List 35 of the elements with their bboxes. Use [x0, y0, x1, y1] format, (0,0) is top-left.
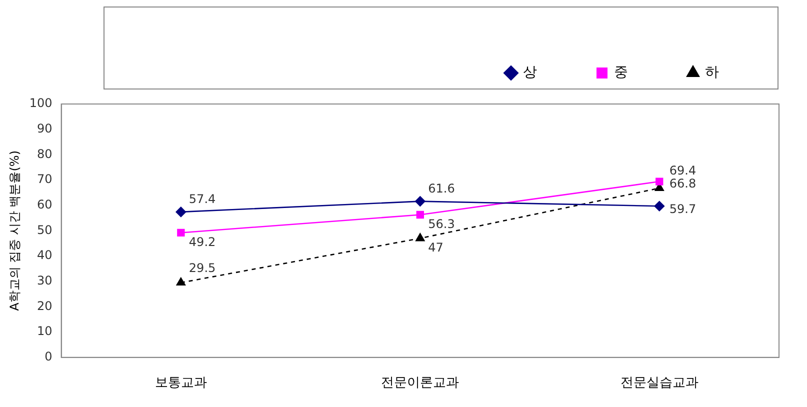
y-tick-label: 50 — [37, 222, 52, 237]
data-label: 57.4 — [188, 192, 216, 206]
y-tick-label: 20 — [37, 298, 52, 313]
data-label: 61.6 — [428, 181, 455, 196]
legend-label: 중 — [614, 64, 628, 81]
y-tick-label: 0 — [44, 350, 52, 364]
y-axis-title: A학교의 집중 시간 백분율(%) — [7, 150, 22, 311]
legend-label: 하 — [705, 64, 719, 81]
point — [654, 200, 665, 212]
data-label: 47 — [428, 240, 444, 254]
point — [416, 210, 424, 219]
point — [656, 178, 664, 186]
point — [176, 277, 186, 286]
data-label: 49.2 — [188, 234, 216, 249]
data-label: 66.8 — [669, 176, 696, 190]
legend-label: 상 — [523, 64, 537, 81]
y-tick-label: 100 — [29, 96, 52, 110]
point — [177, 228, 185, 237]
x-tick-label: 보통교과 — [154, 376, 207, 391]
data-label: 29.5 — [188, 260, 216, 275]
point — [416, 233, 425, 242]
y-tick-label: 80 — [37, 146, 52, 161]
data-label: 59.7 — [669, 202, 696, 216]
point — [176, 206, 186, 218]
y-tick-label: 10 — [37, 324, 52, 338]
point — [415, 196, 426, 206]
data-label: 69.4 — [669, 164, 696, 178]
y-tick-label: 60 — [37, 197, 52, 212]
y-tick-label: 90 — [37, 121, 52, 136]
x-tick-label: 전문실습교과 — [620, 376, 698, 391]
data-label: 56.3 — [428, 216, 455, 231]
y-tick-label: 30 — [37, 274, 52, 288]
y-tick-label: 40 — [37, 248, 52, 262]
x-tick-label: 전문이론교과 — [381, 376, 460, 391]
y-tick-label: 70 — [37, 172, 52, 186]
